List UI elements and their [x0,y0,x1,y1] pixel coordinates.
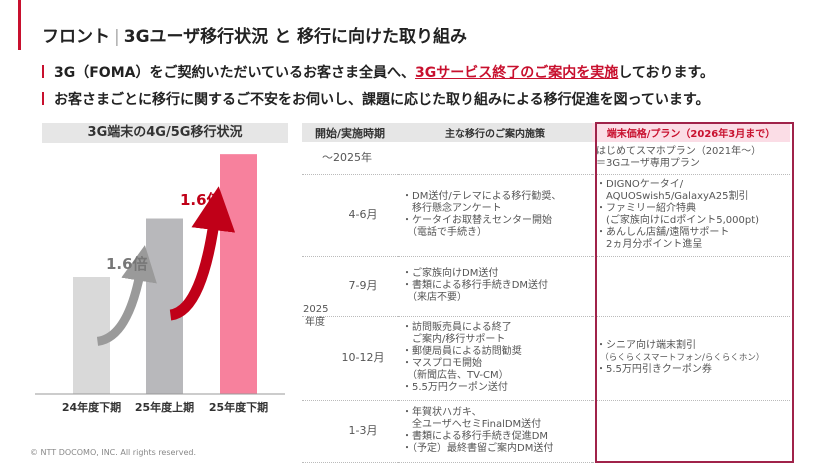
table-row: 1-3月 ・年賀状ハガキ、 全ユーザへセミFinalDM送付 ・書類による移行手続き… [302,400,790,463]
chart-title: 3G端末の4G/5G移行状況 [42,123,288,143]
measures-line: （来店不要） [402,292,467,303]
growth-arrow [169,186,236,321]
bullet-1: 3G（FOMA）をご契約いただいているお客さま全員へ、3Gサービス終了のご案内を… [42,62,714,82]
measures-cell: ・DM送付/テレマによる移行勧奨、 移行懸念アンケート ・ケータイお取替えセンター… [398,174,592,257]
measures-line: 全ユーザへセミFinalDM送付 [402,419,542,430]
col-header-measures: 主な移行のご案内施策 [398,123,592,142]
migration-bar-chart: 24年度下期 25年度上期 25年度下期 1.6倍 1.6倍 [35,154,285,414]
plans-line: ・あんしん店舗/遠隔サポート [596,227,730,238]
period-cell: 10-12月 [302,316,398,401]
period-cell: 7-9月 [302,256,398,317]
measures-line: ・年賀状ハガキ、 [402,407,482,418]
bullet-highlight: 3Gサービス終了のご案内を実施 [415,65,619,81]
plans-line: はじめてスマホプラン（2021年～） [596,145,762,157]
period-cell: 1-3月 [302,400,398,463]
plans-cell [592,400,790,463]
measures-line: ご案内/移行サポート [402,334,506,345]
bullet-marker [42,65,44,78]
period-cell: ～2025年 [302,142,398,175]
table-row: 10-12月 ・訪問販売員による終了 ご案内/移行サポート ・郵便局員による訪問勧奨… [302,316,790,401]
table-row: 7-9月 ・ご家族向けDM送付 ・書類による移行手続きDM送付 （来店不要） [302,256,790,317]
plans-line: ・5.5万円引きクーポン券 [596,364,712,375]
measures-cell [398,142,592,175]
measures-line: ・マスプロモ開始 [402,358,482,369]
col-header-period: 開始/実施時期 [302,123,398,142]
measures-line: ・訪問販売員による終了 [402,322,512,333]
measures-line: （新聞広告、TV-CM） [402,370,509,381]
table-row: ～2025年 はじめてスマホプラン（2021年～） ＝3Gユーザ専用プラン [302,142,790,175]
title-accent-bar [18,0,21,50]
measures-line: ・5.5万円クーポン送付 [402,382,508,393]
plans-cell [592,256,790,317]
growth-annotation: 1.6倍 [180,191,222,209]
plans-line: ・ファミリー紹介特典 [596,203,696,214]
plans-cell: はじめてスマホプラン（2021年～） ＝3Gユーザ専用プラン [592,142,790,175]
plans-line: ＝3Gユーザ専用プラン [596,157,700,169]
measures-line: ・書類による移行手続きDM送付 [402,280,549,291]
bullet-2: お客さまごとに移行に関するご不安をお伺いし、課題に応じた取り組みによる移行促進を… [42,89,709,109]
measures-line: ・ご家族向けDM送付 [402,268,499,279]
measures-cell: ・ご家族向けDM送付 ・書類による移行手続きDM送付 （来店不要） [398,256,592,317]
page-title: フロント | 3Gユーザ移行状況 と 移行に向けた取り組み [42,22,467,47]
measures-line: ・郵便局員による訪問勧奨 [402,346,522,357]
migration-measures-table: 開始/実施時期 主な移行のご案内施策 端末価格/プラン（2026年3月まで） ～… [302,123,790,463]
measures-line: （電話で手続き） [402,227,487,238]
title-section: フロント [42,27,110,47]
bar-3 [220,154,257,394]
fy-year: 2025 [303,304,329,315]
measures-line: 移行懸念アンケート [402,203,502,214]
copyright: © NTT DOCOMO, INC. All rights reserved. [30,448,197,457]
measures-line: ・ケータイお取替えセンター開始 [402,215,552,226]
measures-line: ・書類による移行手続き促進DM [402,431,549,442]
plans-cell: ・シニア向け端末割引 （らくらくスマートフォン/らくらくホン） ・5.5万円引きク… [592,316,790,401]
plans-column-highlight [595,122,794,463]
col-header-plans: 端末価格/プラン（2026年3月まで） [592,123,790,142]
bullet-text: しております。 [618,65,715,81]
plans-line: 2ヵ月分ポイント進呈 [596,239,703,250]
plans-line: (ご家族向けにdポイント5,000pt) [596,215,760,226]
x-tick-label: 25年度上期 [135,400,194,414]
plans-cell: ・DIGNOケータイ/ AQUOSwish5/GalaxyA25割引 ・ファミリー… [592,174,790,257]
measures-line: ・DM送付/テレマによる移行勧奨、 [402,191,562,202]
x-tick-label: 25年度下期 [209,400,268,414]
x-tick-label: 24年度下期 [62,400,121,414]
fiscal-year-label: 2025 年度 [303,303,329,329]
plans-line: ・シニア向け端末割引 [596,340,696,351]
measures-cell: ・訪問販売員による終了 ご案内/移行サポート ・郵便局員による訪問勧奨 ・マスプロモ… [398,316,592,401]
title-main: 3Gユーザ移行状況 と 移行に向けた取り組み [123,27,468,47]
growth-arrow [96,245,157,346]
fy-suffix: 年度 [305,317,325,328]
bullet-marker [42,92,44,105]
plans-line: AQUOSwish5/GalaxyA25割引 [596,191,749,202]
measures-line: ・（予定）最終書留ご案内DM送付 [402,443,554,454]
period-cell: 4-6月 [302,174,398,257]
plans-line: ・DIGNOケータイ/ [596,179,684,190]
bullet-text: お客さまごとに移行に関するご不安をお伺いし、課題に応じた取り組みによる移行促進を… [54,92,710,108]
bullet-text: 3G（FOMA）をご契約いただいているお客さま全員へ、 [54,65,416,81]
measures-cell: ・年賀状ハガキ、 全ユーザへセミFinalDM送付 ・書類による移行手続き促進DM… [398,400,592,463]
growth-annotation: 1.6倍 [106,255,148,273]
plans-line: （らくらくスマートフォン/らくらくホン） [596,353,765,363]
title-separator: | [114,27,120,47]
bar-2 [146,218,183,394]
table-row: 4-6月 ・DM送付/テレマによる移行勧奨、 移行懸念アンケート ・ケータイお取替え… [302,174,790,257]
